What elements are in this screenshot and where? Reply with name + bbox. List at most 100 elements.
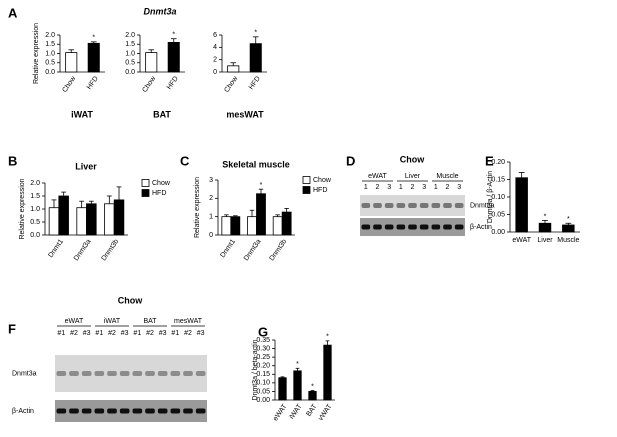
bar xyxy=(562,224,575,233)
blot-lane-label: #3 xyxy=(83,330,91,337)
y-tick-label: 2.0 xyxy=(30,180,40,187)
blot-band xyxy=(373,203,382,208)
y-tick-label: 2 xyxy=(209,195,213,202)
blot-lane-label: 2 xyxy=(376,184,380,191)
blot-lane-label: 3 xyxy=(422,184,426,191)
blot-group-label: iWAT xyxy=(104,318,121,325)
chart-supertitle: Dnmt3a xyxy=(143,6,176,16)
y-tick-label: 1.5 xyxy=(30,193,40,200)
blot-group-label: eWAT xyxy=(65,318,84,325)
significance-mark: * xyxy=(92,35,95,42)
blot-band xyxy=(454,203,464,208)
blot-lane-label: #1 xyxy=(171,330,179,337)
blot-group-label: eWAT xyxy=(368,173,387,180)
y-tick-label: 0 xyxy=(209,232,213,239)
blot-band xyxy=(195,371,206,376)
y-tick-label: 0.10 xyxy=(491,194,505,201)
bar xyxy=(278,377,287,401)
blot-band xyxy=(195,408,206,414)
x-tick-label: Dnmt3a xyxy=(73,238,93,262)
blot-group-label: Muscle xyxy=(436,173,458,180)
blot-lane-label: #1 xyxy=(95,330,103,337)
y-tick-label: 0.5 xyxy=(30,219,40,226)
blot-lane-label: #3 xyxy=(197,330,205,337)
blot-band xyxy=(443,224,452,230)
bar xyxy=(86,203,97,236)
blot-row-label: Dnmt3a xyxy=(470,202,495,209)
blot-group-label: BAT xyxy=(143,318,157,325)
blot-band xyxy=(132,408,143,414)
panel-letter: D xyxy=(346,153,355,168)
y-axis-label: Relative expression xyxy=(19,178,26,239)
blot-lane-label: 2 xyxy=(411,184,415,191)
y-tick-label: 4 xyxy=(213,44,217,51)
blot-band xyxy=(361,203,371,208)
blot-title: Chow xyxy=(400,154,425,164)
blot-band xyxy=(145,408,155,414)
blot-group-label: mesWAT xyxy=(174,318,203,325)
blot-band xyxy=(107,371,117,376)
bar xyxy=(249,43,262,73)
blot-lane-label: #3 xyxy=(121,330,129,337)
blot-band xyxy=(443,203,452,208)
blot-band xyxy=(431,203,441,208)
blot-row-label: β-Actin xyxy=(12,408,34,415)
blot-band xyxy=(361,224,371,230)
blot-lane-label: #3 xyxy=(159,330,167,337)
y-axis-label: Relative expression xyxy=(33,23,40,84)
x-tick-label: Dnmt3b xyxy=(269,238,289,262)
chart-title: iWAT xyxy=(71,109,93,119)
blot-band xyxy=(170,371,181,376)
blot-title: Chow xyxy=(118,295,143,305)
y-tick-label: 1.0 xyxy=(125,50,135,57)
blot-band xyxy=(119,408,130,414)
blot-band xyxy=(56,408,67,414)
x-tick-label: HFD xyxy=(248,75,262,91)
blot-lane-label: #2 xyxy=(184,330,192,337)
chart-title: mesWAT xyxy=(226,109,264,119)
y-tick-label: 0.15 xyxy=(491,176,505,183)
significance-mark: * xyxy=(296,361,299,368)
chart-title: Skeletal muscle xyxy=(222,159,290,169)
blot-lane-label: 1 xyxy=(364,184,368,191)
bar xyxy=(145,52,158,73)
y-tick-label: 1.0 xyxy=(45,50,55,57)
bar xyxy=(104,203,115,236)
bar xyxy=(58,195,69,236)
panel-letter: G xyxy=(258,324,268,339)
y-tick-label: 0.5 xyxy=(125,60,135,67)
x-tick-label: BAT xyxy=(305,403,319,418)
blot-band xyxy=(408,203,417,208)
legend-swatch xyxy=(141,189,150,197)
bar xyxy=(256,193,266,236)
y-tick-label: 0.0 xyxy=(30,232,40,239)
bar xyxy=(247,216,257,236)
x-tick-label: Dnmt1 xyxy=(219,238,237,259)
blot-band xyxy=(431,224,441,230)
bar xyxy=(167,42,180,73)
bar xyxy=(538,222,552,233)
x-tick-label: Chow xyxy=(223,74,240,93)
blot-band xyxy=(408,224,417,230)
chart-title: BAT xyxy=(153,109,171,119)
bar xyxy=(281,211,292,236)
blot-band xyxy=(384,203,394,208)
x-tick-label: Chow xyxy=(141,74,158,93)
significance-mark: * xyxy=(544,213,547,220)
blot-band xyxy=(132,371,143,376)
bar xyxy=(65,52,78,73)
y-axis-label: Relative expression xyxy=(194,177,201,238)
y-tick-label: 0.00 xyxy=(491,229,505,236)
blot-band xyxy=(81,371,92,376)
significance-mark: * xyxy=(567,216,570,223)
significance-mark: * xyxy=(326,334,329,341)
x-tick-label: Dnmt3a xyxy=(243,238,263,262)
y-tick-label: 0 xyxy=(213,69,217,76)
blot-band xyxy=(419,203,429,208)
blot-band xyxy=(94,371,105,376)
y-tick-label: 0.20 xyxy=(491,159,505,166)
legend-label: HFD xyxy=(152,190,166,197)
y-tick-label: 0.20 xyxy=(256,363,270,370)
legend-swatch xyxy=(141,179,150,187)
blot-lane-label: #2 xyxy=(108,330,116,337)
